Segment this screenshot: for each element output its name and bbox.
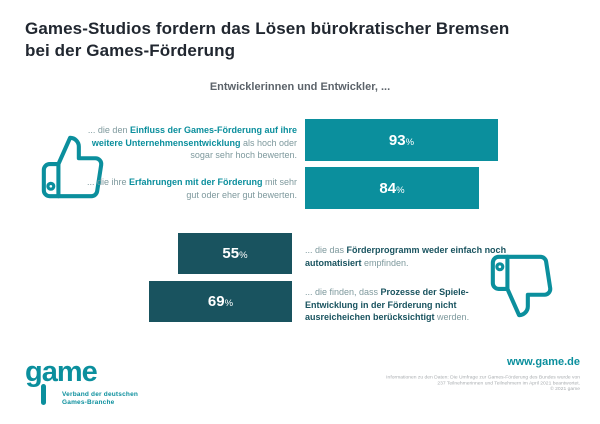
label-text: als hoch oder sogar sehr hoch bewerten. [190, 137, 297, 161]
label-text-bold: Prozesse der Spiele-Entwicklung in der F… [305, 287, 469, 322]
logo-tagline: Verband der deutschen Games-Branche [62, 391, 138, 407]
label-text: ... die ihre [86, 177, 129, 187]
bar-93-percent: 93% [305, 119, 498, 161]
chart-subtitle: Entwicklerinnen und Entwickler, ... [209, 81, 391, 93]
label-text: ... die den [87, 125, 130, 135]
bar-value: 84 [379, 179, 397, 197]
tagline-line: Games-Branche [62, 399, 115, 406]
thumbs-down-icon [487, 250, 557, 322]
bar-label-84: ... die ihre Erfahrungen mit der Förderu… [82, 176, 297, 201]
thumbs-up-icon [38, 131, 108, 203]
bar-unit: % [239, 250, 248, 261]
label-text-bold: Einfluss der Games-Förderung auf ihre we… [91, 125, 297, 148]
fine-print: Informationen zu den Daten: Die Umfrage … [375, 374, 580, 392]
bar-value: 69 [207, 293, 225, 310]
label-text: ... die finden, dass [305, 287, 381, 297]
bar-label-69: ... die finden, dass Prozesse der Spiele… [305, 286, 510, 324]
bar-label-55: ... die das Förderprogramm weder einfach… [305, 244, 517, 269]
game-logo-descender [41, 384, 46, 405]
label-text: mit sehr gut oder eher gut bewerten. [186, 177, 297, 200]
bar-69-percent: 69% [149, 281, 292, 322]
bar-84-percent: 84% [305, 167, 479, 209]
tagline-line: Verband der deutschen [62, 391, 139, 398]
label-text: empfinden. [361, 257, 409, 268]
page-title: Games-Studios fordern das Lösen bürokrat… [25, 19, 510, 60]
website-link[interactable]: www.game.de [507, 356, 580, 368]
label-text: werden. [434, 312, 470, 322]
label-text: ... die das [305, 245, 347, 255]
bar-value: 55 [222, 245, 240, 262]
bar-value: 93 [388, 131, 406, 149]
fine-print-line: 237 Teilnehmerinnen und Teilnehmern im A… [437, 379, 580, 386]
bar-55-percent: 55% [178, 233, 292, 274]
fine-print-line: Informationen zu den Daten: Die Umfrage … [386, 374, 580, 380]
fine-print-line: © 2021 game [550, 385, 580, 392]
label-text-bold: Förderprogramm weder einfach noch automa… [305, 245, 507, 268]
bar-unit: % [396, 184, 405, 196]
bar-label-93: ... die den Einfluss der Games-Förderung… [82, 124, 297, 162]
bar-unit: % [405, 136, 415, 148]
game-logo: game [25, 356, 98, 388]
label-text-bold: Erfahrungen mit der Förderung [128, 177, 263, 187]
bar-unit: % [224, 298, 234, 309]
